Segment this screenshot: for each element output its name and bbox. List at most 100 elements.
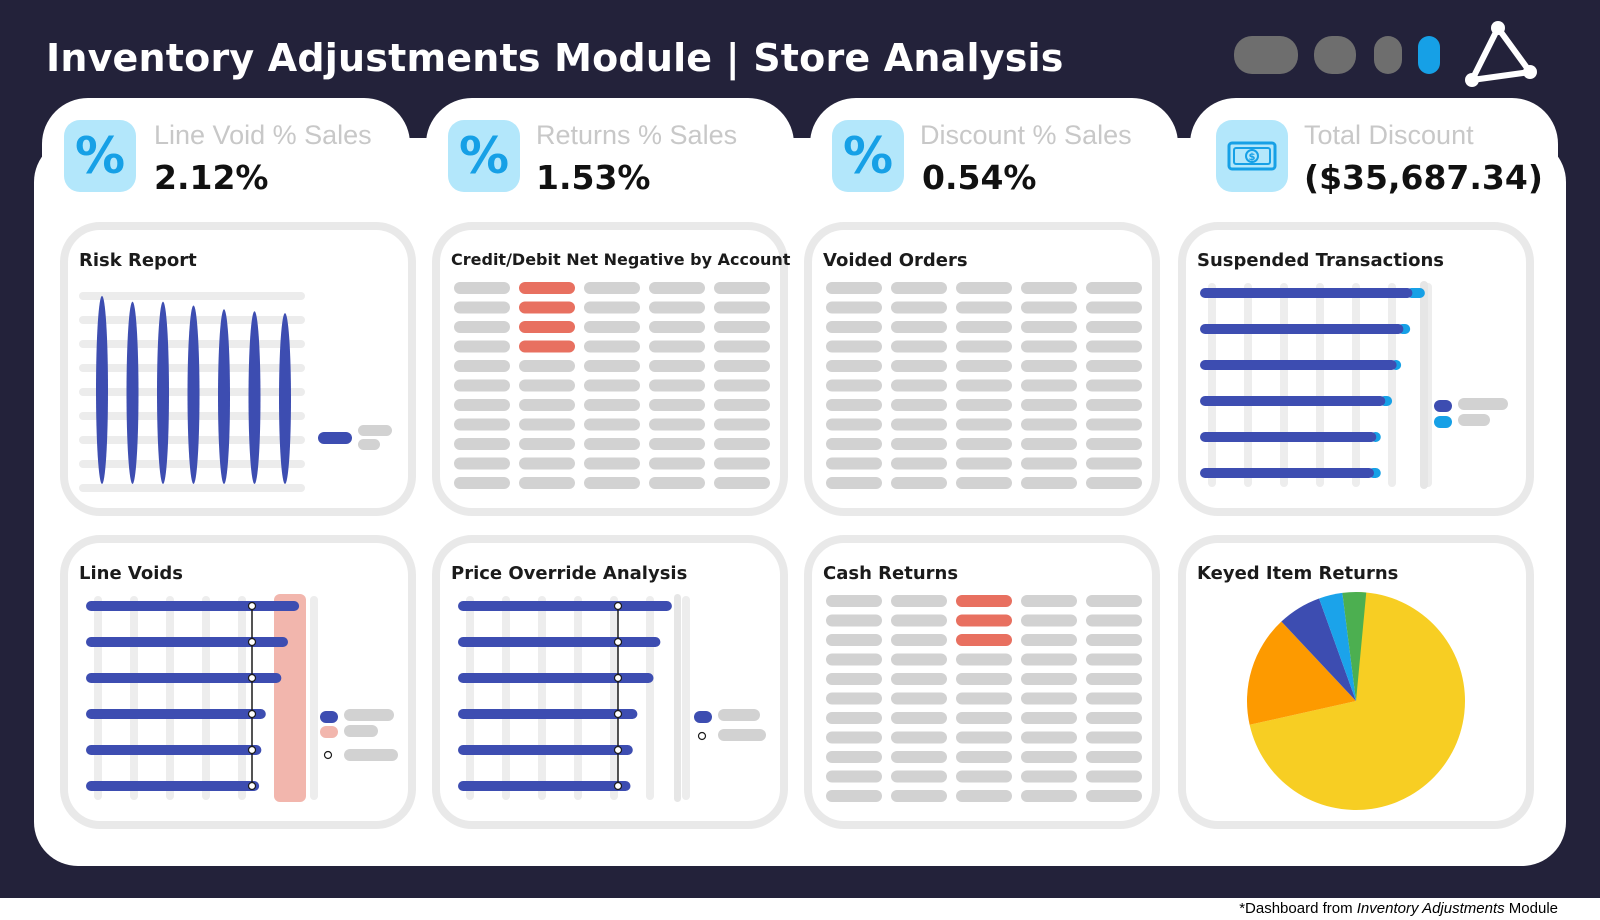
bar xyxy=(458,745,633,755)
card-risk-report[interactable]: Risk Report xyxy=(60,222,416,516)
window-control-pill-active[interactable] xyxy=(1418,36,1440,74)
legend-label xyxy=(358,425,392,436)
table-cell xyxy=(956,477,1012,489)
kpi-value-returns: 1.53% xyxy=(536,158,651,197)
bar-segment xyxy=(1200,324,1404,334)
table-cell-highlight xyxy=(519,340,575,353)
table-cell xyxy=(1021,321,1077,333)
reference-marker xyxy=(247,673,257,683)
bar xyxy=(157,301,169,484)
cash-returns-table xyxy=(826,595,1142,802)
table-cell xyxy=(584,477,640,489)
table-cell xyxy=(454,399,510,411)
table-cell xyxy=(1086,379,1142,392)
credit-debit-table xyxy=(454,282,770,489)
table-cell xyxy=(454,301,510,314)
price-override-chart xyxy=(458,594,766,802)
highlight-band xyxy=(274,594,306,802)
brand-logo-icon xyxy=(1465,21,1537,87)
window-control-pill[interactable] xyxy=(1234,36,1298,74)
table-cell xyxy=(714,379,770,392)
banknote-icon: $ xyxy=(1216,120,1288,192)
card-keyed-item-returns[interactable]: Keyed Item Returns xyxy=(1178,535,1534,829)
bar xyxy=(96,295,108,484)
table-cell xyxy=(826,770,882,783)
table-cell xyxy=(956,457,1012,470)
table-cell xyxy=(454,477,510,489)
table-cell xyxy=(519,399,575,411)
card-title: Keyed Item Returns xyxy=(1197,563,1399,584)
table-cell-highlight xyxy=(956,634,1012,646)
card-credit-debit[interactable]: Credit/Debit Net Negative by Account xyxy=(432,222,790,516)
table-cell xyxy=(584,340,640,353)
window-control-pill[interactable] xyxy=(1374,36,1402,74)
table-cell xyxy=(1021,282,1077,294)
table-cell-highlight xyxy=(519,282,575,294)
table-cell xyxy=(891,438,947,450)
table-cell xyxy=(1086,360,1142,372)
table-cell xyxy=(891,770,947,783)
grid-line xyxy=(574,596,582,800)
table-cell xyxy=(956,751,1012,763)
table-cell xyxy=(891,457,947,470)
risk-report-chart xyxy=(79,292,392,492)
table-cell xyxy=(891,790,947,802)
bar xyxy=(86,781,260,791)
card-title: Voided Orders xyxy=(823,250,968,271)
table-cell xyxy=(1086,282,1142,294)
card-price-override[interactable]: Price Override Analysis xyxy=(432,535,788,829)
table-cell xyxy=(454,360,510,372)
table-cell xyxy=(1021,712,1077,724)
voided-orders-table xyxy=(826,282,1142,489)
table-cell xyxy=(891,399,947,411)
percent-icon: % xyxy=(64,120,136,192)
table-cell xyxy=(956,282,1012,294)
reference-marker xyxy=(613,745,623,755)
bar-segment xyxy=(1200,360,1397,370)
grid-line xyxy=(79,484,305,492)
table-cell xyxy=(649,379,705,392)
table-cell xyxy=(649,399,705,411)
grid-line xyxy=(610,596,618,800)
table-cell xyxy=(584,399,640,411)
card-suspended-transactions[interactable]: Suspended Transactions xyxy=(1178,222,1534,516)
table-cell xyxy=(956,340,1012,353)
table-cell xyxy=(826,340,882,353)
table-cell xyxy=(891,653,947,666)
card-cash-returns[interactable]: Cash Returns xyxy=(804,535,1160,829)
bar-segment xyxy=(1200,468,1375,478)
grid-line xyxy=(466,596,474,800)
bar xyxy=(279,313,291,484)
legend-marker xyxy=(697,731,707,741)
table-cell xyxy=(826,673,882,685)
table-cell xyxy=(1021,731,1077,744)
legend-swatch xyxy=(320,726,338,738)
grid-line xyxy=(502,596,510,800)
table-cell xyxy=(454,379,510,392)
table-cell xyxy=(454,457,510,470)
bar-segment xyxy=(1200,396,1386,406)
table-cell xyxy=(649,301,705,314)
legend-swatch xyxy=(318,432,352,444)
kpi-label-line-void: Line Void % Sales xyxy=(154,120,372,150)
table-cell xyxy=(1086,321,1142,333)
grid-line xyxy=(538,596,546,800)
card-voided-orders[interactable]: Voided Orders xyxy=(804,222,1160,516)
legend-swatch xyxy=(1434,416,1452,428)
table-cell xyxy=(1021,634,1077,646)
table-cell xyxy=(891,712,947,724)
table-cell xyxy=(826,731,882,744)
table-cell xyxy=(649,438,705,450)
window-control-pill[interactable] xyxy=(1314,36,1356,74)
kpi-label-returns: Returns % Sales xyxy=(536,120,738,150)
table-cell xyxy=(891,751,947,763)
table-cell xyxy=(714,399,770,411)
card-title: Risk Report xyxy=(79,250,197,271)
table-cell xyxy=(956,360,1012,372)
legend-swatch xyxy=(320,711,338,723)
grid-line xyxy=(682,596,690,800)
table-cell xyxy=(1021,301,1077,314)
table-cell xyxy=(584,301,640,314)
table-cell xyxy=(891,301,947,314)
card-line-voids[interactable]: Line Voids xyxy=(60,535,416,829)
